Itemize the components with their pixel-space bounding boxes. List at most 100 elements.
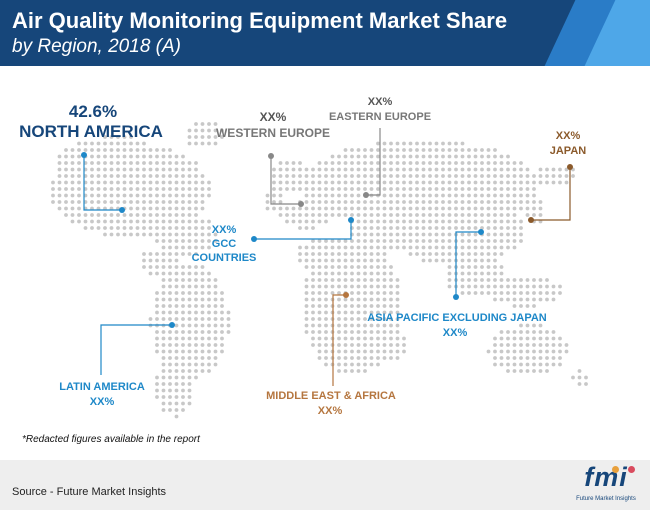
map-dot (382, 349, 387, 354)
map-dot (129, 174, 133, 178)
map-dot (148, 252, 153, 256)
map-dot (434, 239, 439, 243)
map-dot (304, 291, 309, 295)
map-dot (356, 291, 361, 295)
map-dot (187, 161, 192, 165)
map-dot (161, 252, 166, 256)
map-dot (155, 161, 159, 165)
map-dot (155, 206, 159, 211)
map-dot (64, 167, 68, 172)
map-dot (324, 317, 328, 321)
map-dot (473, 213, 478, 217)
map-dot (382, 206, 387, 211)
asia-pacific-label: ASIA PACIFIC EXCLUDING JAPAN (367, 312, 547, 324)
map-dot (343, 193, 348, 198)
map-dot (356, 213, 361, 217)
map-dot (70, 213, 75, 217)
map-dot (545, 356, 549, 360)
map-dot (103, 154, 107, 159)
map-dot (421, 161, 426, 165)
map-dot (460, 291, 465, 295)
map-dot (187, 323, 192, 328)
map-dot (551, 362, 556, 367)
map-dot (194, 206, 198, 211)
map-dot (77, 167, 81, 172)
map-dot (103, 232, 107, 237)
map-dot (272, 180, 276, 185)
map-dot (525, 167, 530, 172)
map-dot (161, 336, 166, 341)
map-dot (168, 213, 172, 217)
map-dot (155, 388, 159, 393)
map-dot (142, 206, 146, 211)
map-dot (142, 226, 146, 230)
map-dot (532, 343, 536, 347)
map-dot (337, 265, 341, 269)
map-dot (519, 356, 523, 360)
map-dot (395, 245, 400, 250)
map-dot (389, 213, 393, 217)
map-dot (70, 180, 75, 185)
map-dot (382, 304, 387, 308)
map-dot (376, 239, 380, 243)
map-dot (395, 219, 400, 224)
map-dot (454, 219, 458, 224)
map-dot (467, 258, 471, 263)
map-dot (447, 265, 452, 269)
map-dot (343, 154, 348, 159)
map-dot (363, 323, 367, 328)
map-dot (525, 193, 530, 198)
map-dot (148, 271, 153, 276)
map-dot (194, 284, 198, 289)
map-dot (382, 193, 387, 198)
map-dot (207, 219, 211, 224)
map-dot (116, 219, 120, 224)
map-dot (538, 213, 543, 217)
map-dot (187, 375, 192, 380)
map-dot (142, 148, 146, 152)
map-dot (538, 343, 543, 347)
map-dot (122, 213, 127, 217)
map-dot (129, 141, 133, 146)
map-dot (402, 336, 406, 341)
map-dot (395, 226, 400, 230)
map-dot (330, 167, 335, 172)
map-dot (460, 174, 465, 178)
map-dot (304, 330, 309, 334)
map-dot (506, 154, 510, 159)
map-dot (382, 219, 387, 224)
map-dot (441, 206, 445, 211)
map-dot (467, 180, 471, 185)
map-dot (311, 252, 315, 256)
map-dot (161, 369, 166, 373)
map-dot (343, 317, 348, 321)
map-dot (155, 193, 159, 198)
map-dot (311, 336, 315, 341)
map-dot (200, 219, 205, 224)
map-dot (369, 284, 374, 289)
map-dot (142, 258, 146, 263)
map-dot (486, 167, 491, 172)
map-dot (389, 200, 393, 204)
map-dot (168, 271, 172, 276)
map-dot (207, 245, 211, 250)
map-dot (395, 349, 400, 354)
map-dot (538, 206, 543, 211)
map-dot (161, 245, 166, 250)
map-dot (434, 174, 439, 178)
map-dot (363, 245, 367, 250)
map-dot (376, 200, 380, 204)
map-dot (187, 330, 192, 334)
map-dot (155, 343, 159, 347)
map-dot (161, 330, 166, 334)
map-dot (499, 362, 504, 367)
map-dot (194, 362, 198, 367)
map-dot (499, 213, 504, 217)
map-dot (168, 291, 172, 295)
map-dot (350, 167, 354, 172)
map-dot (356, 232, 361, 237)
map-dot (122, 135, 127, 139)
map-dot (174, 330, 179, 334)
map-dot (356, 245, 361, 250)
map-dot (376, 213, 380, 217)
